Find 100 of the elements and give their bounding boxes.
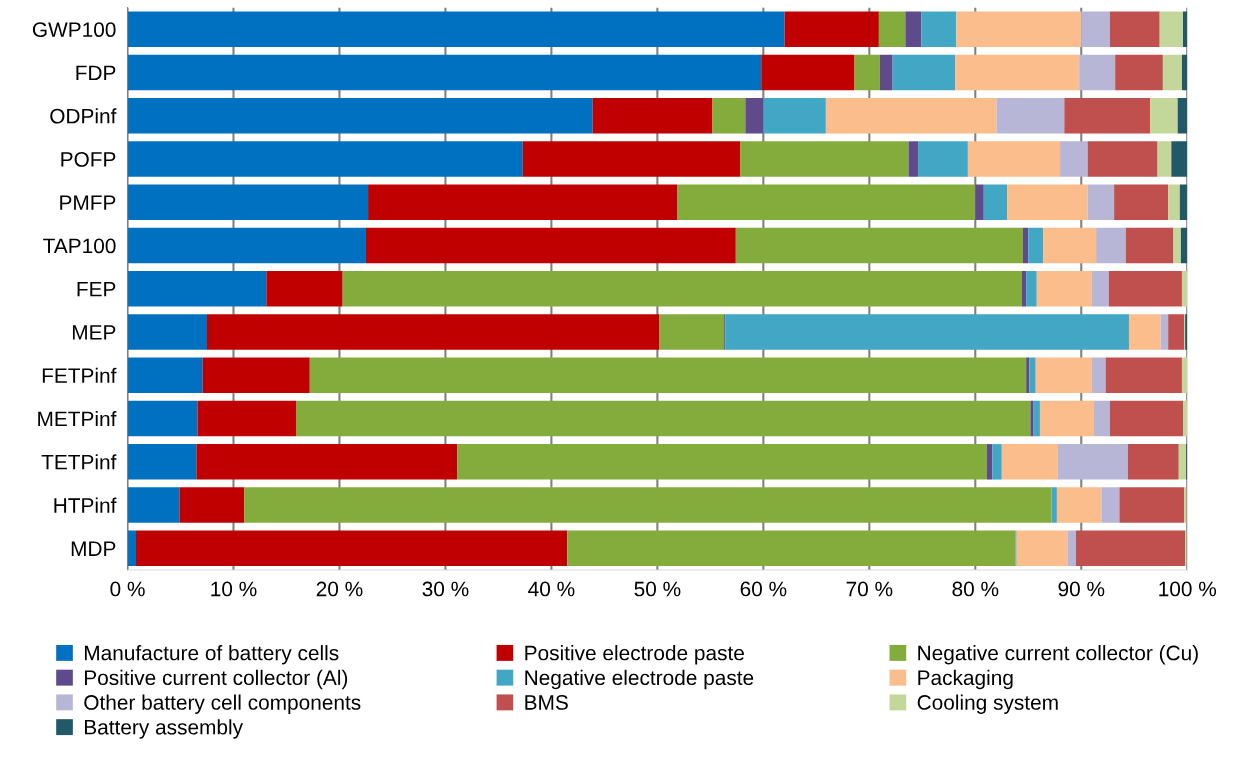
legend-label: Battery assembly <box>84 719 244 739</box>
bar <box>1180 227 1188 264</box>
y-tick-label: TAP100 <box>43 238 116 254</box>
bar <box>1184 487 1187 523</box>
bar <box>1093 400 1110 437</box>
bar <box>659 314 725 350</box>
bar <box>1001 444 1058 480</box>
bar <box>1181 54 1188 91</box>
bar <box>975 184 984 221</box>
bar <box>244 487 1052 523</box>
bar <box>365 227 736 264</box>
bar <box>1150 98 1178 134</box>
bar <box>135 530 568 567</box>
bar <box>921 11 957 47</box>
bar <box>983 184 1008 221</box>
bar <box>1051 487 1057 523</box>
bar <box>1125 227 1174 264</box>
legend-label: Negative electrode paste <box>525 669 754 690</box>
bar <box>1181 271 1188 307</box>
legend-label: Manufacture of battery cells <box>84 645 339 665</box>
bar <box>854 54 880 91</box>
bar <box>127 11 785 47</box>
bar <box>1079 54 1116 91</box>
bar <box>1030 400 1034 437</box>
bar <box>127 487 180 523</box>
bar <box>740 141 909 177</box>
bar <box>763 98 826 134</box>
legend-label: Positive electrode paste <box>525 645 744 665</box>
bar <box>1181 357 1188 394</box>
bar <box>1064 98 1151 134</box>
bar <box>196 444 458 480</box>
bar <box>825 98 997 134</box>
bar <box>1168 314 1185 350</box>
legend-label: Negative current collector (Cu) <box>918 645 1198 665</box>
x-tick-label: 0 % <box>110 581 145 597</box>
bar <box>1171 141 1188 177</box>
bar <box>1091 357 1106 394</box>
bar <box>342 271 1022 307</box>
bar <box>1128 314 1161 350</box>
y-tick-label: GWP100 <box>32 22 116 38</box>
bar <box>735 227 1023 264</box>
bar <box>1114 184 1169 221</box>
bar <box>1026 271 1037 307</box>
bar <box>1021 271 1027 307</box>
x-tick-label: 20 % <box>316 581 363 597</box>
bar <box>1173 227 1181 264</box>
bar <box>1115 54 1163 91</box>
bar <box>1056 487 1102 523</box>
x-tick-label: 50 % <box>634 581 681 597</box>
bar <box>1091 271 1109 307</box>
bar <box>1087 184 1115 221</box>
bar <box>1060 141 1088 177</box>
bar <box>457 444 987 480</box>
y-tick-label: FETPinf <box>42 367 117 383</box>
bar <box>1183 11 1188 47</box>
bar <box>127 314 207 350</box>
bar <box>986 444 993 480</box>
bar <box>677 184 976 221</box>
x-tick-label: 70 % <box>846 581 893 597</box>
bar <box>1159 11 1183 47</box>
bar <box>1022 227 1029 264</box>
y-tick-label: MDP <box>71 541 116 556</box>
y-tick-label: PMFP <box>60 195 116 210</box>
legend-label: Cooling system <box>917 694 1058 714</box>
bar <box>892 54 956 91</box>
bar <box>179 487 245 523</box>
bar <box>955 54 1080 91</box>
bar <box>908 141 919 177</box>
legend-label: Positive current collector (Al) <box>84 669 348 690</box>
bar <box>522 141 741 177</box>
bar <box>1036 271 1092 307</box>
bar <box>1057 444 1128 480</box>
bar <box>1168 184 1180 221</box>
x-tick-label: 40 % <box>528 581 575 597</box>
x-tick-label: 80 % <box>952 581 999 597</box>
bar <box>309 357 1027 394</box>
bar <box>127 54 762 91</box>
legend-label: Other battery cell components <box>84 694 361 714</box>
bar <box>202 357 310 394</box>
y-tick-label: POFP <box>61 152 116 167</box>
bar <box>127 227 366 264</box>
y-tick-label: TETPinf <box>41 454 117 470</box>
bar <box>1160 314 1169 350</box>
bar <box>1029 357 1036 394</box>
bar <box>1127 444 1179 480</box>
bar <box>1177 98 1188 134</box>
x-tick-label: 30 % <box>422 581 469 597</box>
legend-label: BMS <box>525 695 568 710</box>
bar <box>1081 11 1110 47</box>
bar <box>725 314 1129 350</box>
bar <box>1101 487 1120 523</box>
bar <box>878 11 906 47</box>
bar <box>1087 141 1158 177</box>
bar <box>784 11 879 47</box>
bar <box>197 400 297 437</box>
bar <box>1035 357 1092 394</box>
bar <box>1183 400 1188 437</box>
x-tick-label: 90 % <box>1058 581 1105 597</box>
bar <box>905 11 922 47</box>
bar <box>996 98 1065 134</box>
